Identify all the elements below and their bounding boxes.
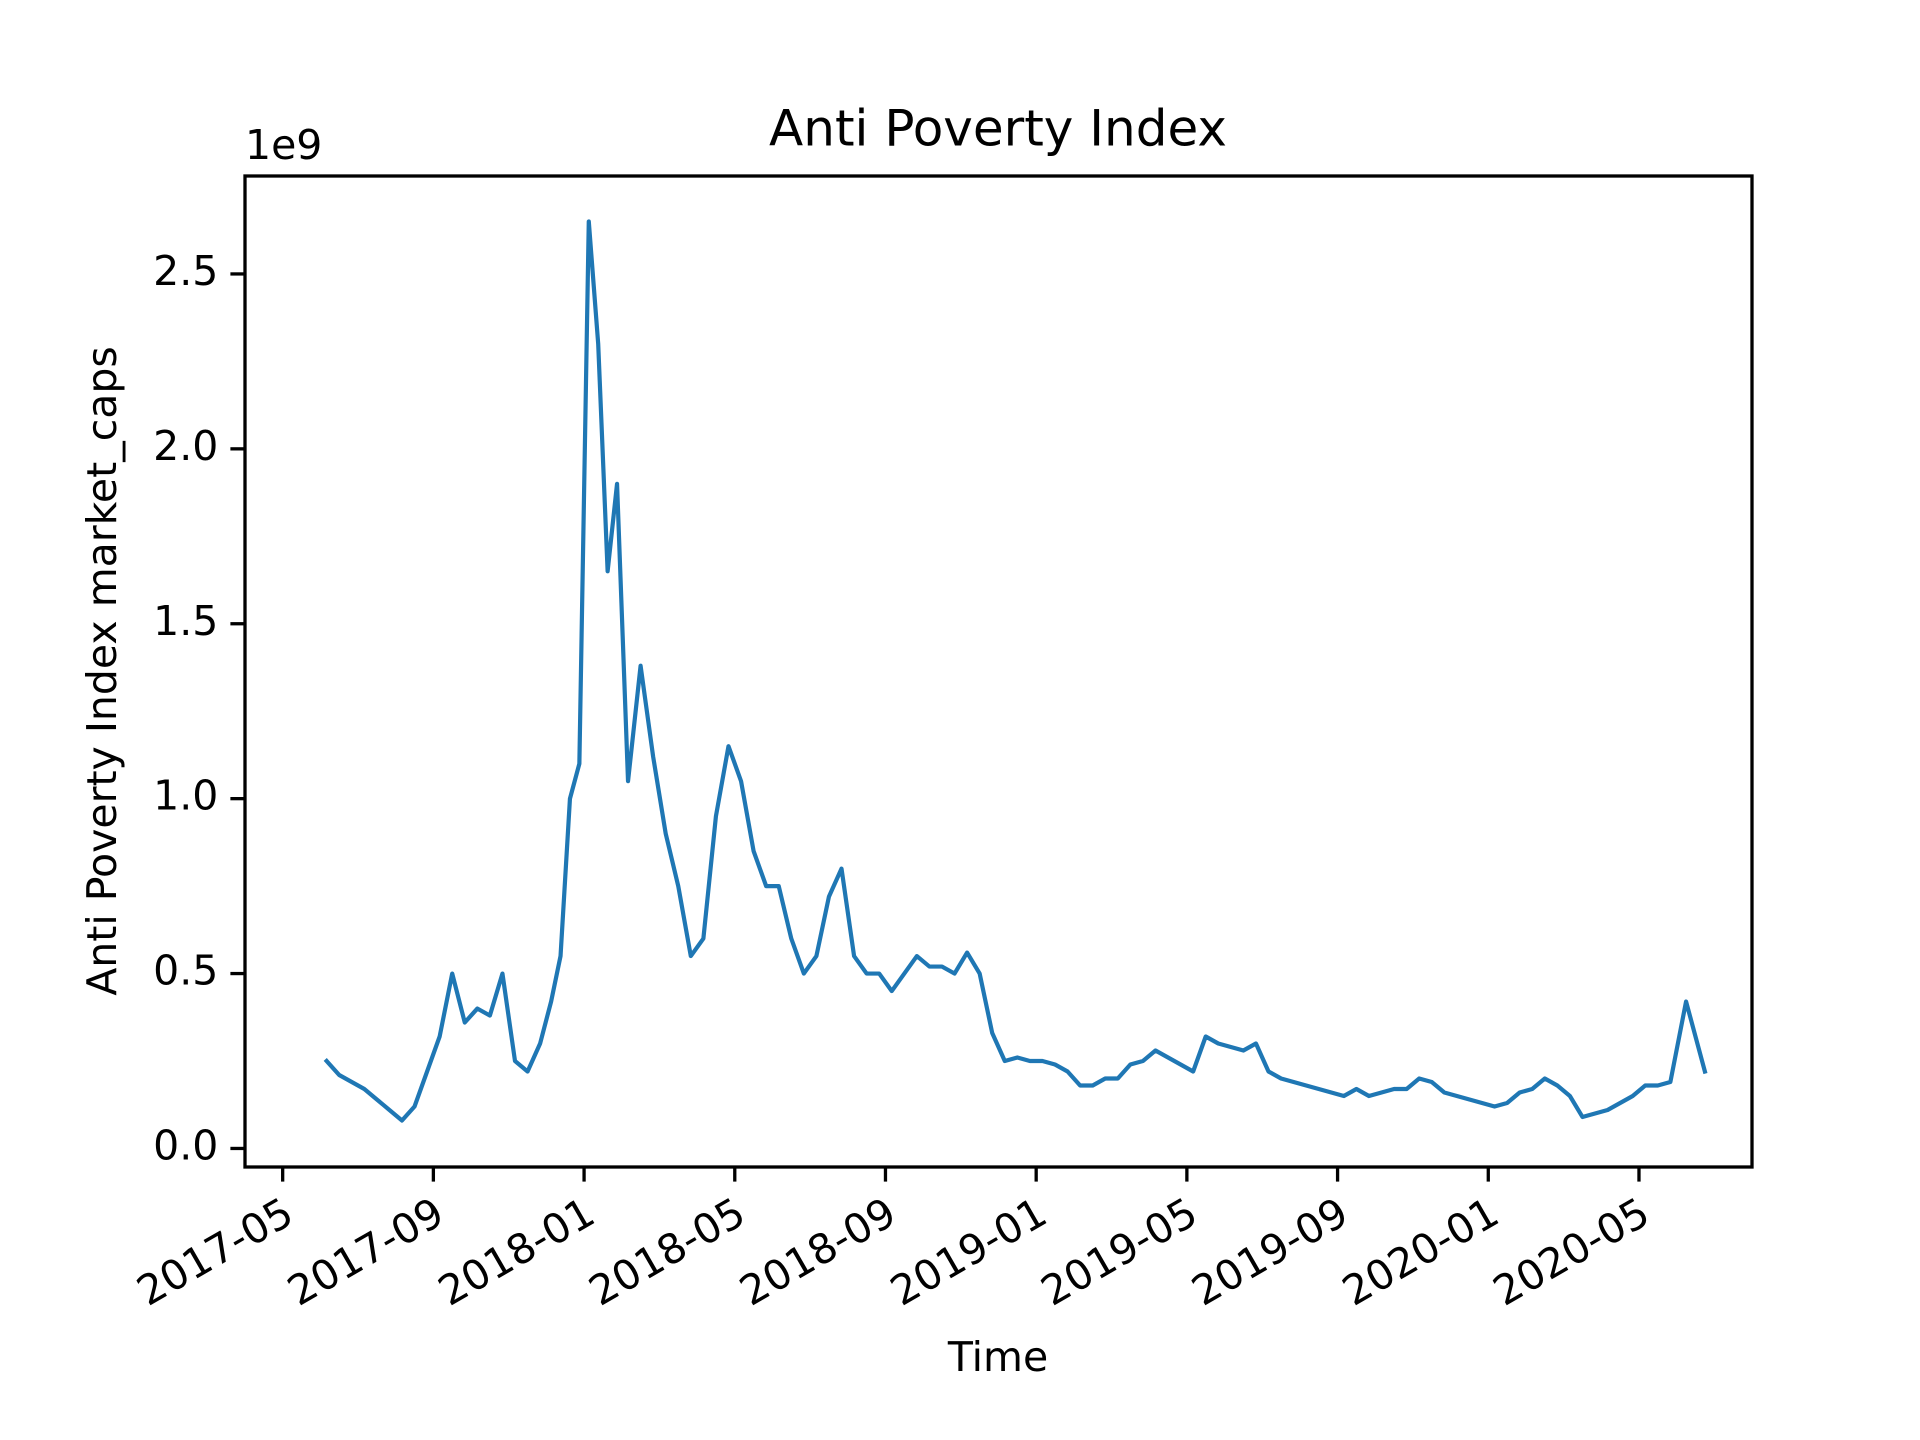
data-line xyxy=(323,219,1708,1123)
x-axis-label: Time xyxy=(947,1333,1048,1381)
y-tick-label: 1.0 xyxy=(153,772,218,820)
chart-title: Anti Poverty Index xyxy=(769,100,1227,158)
y-tick-label: 2.0 xyxy=(153,422,218,470)
plot-frame xyxy=(243,174,1754,1169)
y-axis-label: Anti Poverty Index market_caps xyxy=(78,346,126,996)
y-tick-label: 0.5 xyxy=(153,947,218,995)
y-tick-label: 2.5 xyxy=(153,247,218,295)
y-offset-label: 1e9 xyxy=(245,121,322,169)
y-tick-label: 0.0 xyxy=(153,1121,218,1169)
y-tick-label: 1.5 xyxy=(153,597,218,645)
